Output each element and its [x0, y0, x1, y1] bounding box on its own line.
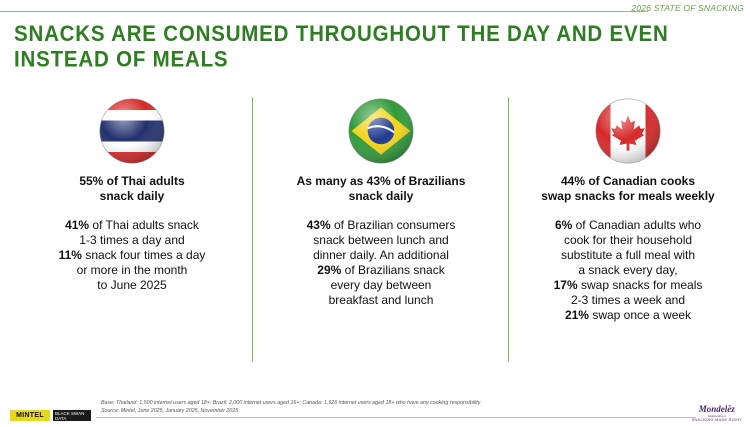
body-line: 17% swap snacks for meals: [553, 278, 703, 292]
brazil-flag-icon: [348, 98, 414, 164]
headline: 55% of Thai adults snack daily: [14, 174, 250, 204]
body-line: breakfast and lunch: [328, 293, 434, 307]
body-line: 1-3 times a day and: [79, 233, 185, 247]
thailand-flag-icon: [99, 98, 165, 164]
headline-line: swap snacks for meals weekly: [541, 189, 715, 203]
body-line: or more in the month: [76, 263, 188, 277]
mondelez-wordmark: Mondelēz: [698, 404, 735, 414]
canada-column: 44% of Canadian cooks swap snacks for me…: [510, 96, 746, 323]
headline-line: As many as 43% of Brazilians: [296, 174, 466, 188]
body-line: 11% snack four times a day: [58, 248, 206, 262]
body-line: a snack every day,: [578, 263, 678, 277]
headline-line: snack daily: [99, 189, 165, 203]
headline-line: 44% of Canadian cooks: [560, 174, 696, 188]
headline-line: 55% of Thai adults: [79, 174, 185, 188]
headline: As many as 43% of Brazilians snack daily: [256, 174, 506, 204]
report-label: 2026 STATE OF SNACKING: [631, 3, 744, 13]
bottom-rule: [96, 417, 696, 418]
canada-flag-icon: [595, 98, 661, 164]
body-text: 6% of Canadian adults who cook for their…: [510, 218, 746, 323]
body-line: 43% of Brazilian consumers: [306, 218, 456, 232]
body-line: 6% of Canadian adults who: [554, 218, 702, 232]
mondelez-sub: International: [707, 414, 726, 418]
thailand-column: 55% of Thai adults snack daily 41% of Th…: [14, 96, 250, 293]
source-note: Source: Mintel, June 2025, January 2025,…: [101, 408, 239, 414]
partner-logo: BLACK SWAN DATA: [53, 410, 91, 421]
column-divider: [508, 97, 509, 362]
body-line: snack between lunch and: [313, 233, 449, 247]
body-line: 41% of Thai adults snack: [65, 218, 199, 232]
column-divider: [252, 97, 253, 362]
body-line: to June 2025: [97, 278, 167, 292]
body-line: 29% of Brazilians snack: [317, 263, 445, 277]
body-line: 21% swap once a week: [564, 308, 692, 322]
body-text: 43% of Brazilian consumers snack between…: [256, 218, 506, 308]
base-note: Base: Thailand: 1,500 internet users age…: [101, 400, 481, 406]
body-line: 2-3 times a week and: [570, 293, 686, 307]
mondelez-logo: Mondelēz International SNACKING MADE RIG…: [692, 405, 742, 423]
body-text: 41% of Thai adults snack 1-3 times a day…: [14, 218, 250, 293]
body-line: substitute a full meal with: [560, 248, 696, 262]
headline: 44% of Canadian cooks swap snacks for me…: [510, 174, 746, 204]
mintel-logo: MINTEL: [10, 410, 50, 421]
body-line: cook for their household: [563, 233, 693, 247]
page-title: SNACKS ARE CONSUMED THROUGHOUT THE DAY A…: [14, 22, 669, 72]
body-line: dinner daily. An additional: [313, 248, 449, 262]
headline-line: snack daily: [348, 189, 414, 203]
brazil-column: As many as 43% of Brazilians snack daily…: [256, 96, 506, 308]
top-rule: [0, 11, 648, 12]
body-line: every day between: [330, 278, 432, 292]
footnote: Base: Thailand: 1,500 internet users age…: [101, 399, 480, 415]
mondelez-tagline: SNACKING MADE RIGHT: [691, 418, 742, 422]
